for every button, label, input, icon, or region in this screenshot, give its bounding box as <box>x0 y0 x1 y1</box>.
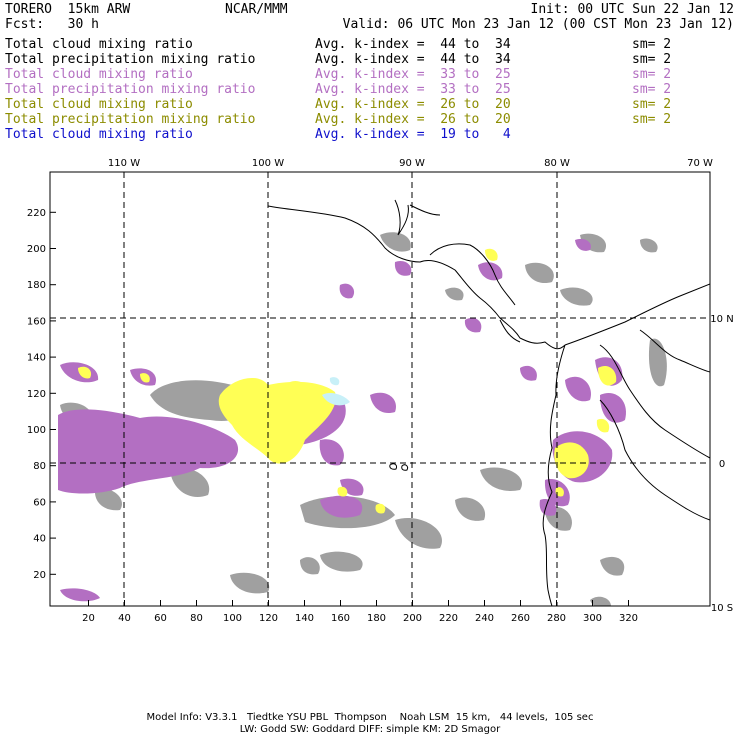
legend-index: Avg. k-index = 44 to 34 <box>315 52 511 67</box>
legend-field: Total precipitation mixing ratio <box>5 52 256 67</box>
y-tick-label: 80 <box>33 461 46 472</box>
x-tick-label: 280 <box>547 613 566 624</box>
lon-label: 80 W <box>544 158 570 169</box>
cloud-fields <box>58 232 667 606</box>
lat-label: 0 <box>719 459 725 470</box>
x-tick-label: 220 <box>439 613 458 624</box>
lon-label: 110 W <box>108 158 140 169</box>
longitude-labels: 110 W 100 W 90 W 80 W 70 W <box>108 158 713 169</box>
valid-time: Valid: 06 UTC Mon 23 Jan 12 (00 CST Mon … <box>342 17 734 32</box>
x-tick-label: 80 <box>190 613 203 624</box>
x-tick-label: 300 <box>583 613 602 624</box>
x-tick-label: 140 <box>295 613 314 624</box>
x-tick-label: 40 <box>118 613 131 624</box>
legend-sm: sm= 2 <box>632 112 672 127</box>
legend-index: Avg. k-index = 33 to 25 <box>315 82 511 97</box>
init-time: Init: 00 UTC Sun 22 Jan 12 <box>530 2 735 17</box>
legend-index: Avg. k-index = 26 to 20 <box>315 97 511 112</box>
legend-field: Total cloud mixing ratio <box>5 97 193 112</box>
y-tick-label: 40 <box>33 534 46 545</box>
x-tick-label: 320 <box>619 613 638 624</box>
x-tick-label: 260 <box>511 613 530 624</box>
x-tick-label: 240 <box>475 613 494 624</box>
x-tick-label: 100 <box>223 613 242 624</box>
latitude-labels: 10 N 0 10 S <box>710 314 733 614</box>
y-axis-ticks: 20 40 60 80 100 120 140 160 180 200 220 <box>27 208 56 581</box>
legend-sm: sm= 2 <box>632 97 672 112</box>
legend-sm: sm= 2 <box>632 67 672 82</box>
legend-sm: sm= 2 <box>632 37 672 52</box>
x-tick-label: 120 <box>259 613 278 624</box>
plot-frame <box>49 171 711 607</box>
legend-index: Avg. k-index = 19 to 4 <box>315 127 511 142</box>
coastlines <box>267 199 710 606</box>
lon-label: 90 W <box>399 158 425 169</box>
x-tick-label: 60 <box>154 613 167 624</box>
y-tick-label: 20 <box>33 570 46 581</box>
org-label: NCAR/MMM <box>225 2 288 17</box>
lon-label: 70 W <box>687 158 713 169</box>
forecast-hour: Fcst: 30 h <box>5 17 99 32</box>
yellow-cloud-field <box>78 248 617 514</box>
legend-index: Avg. k-index = 44 to 34 <box>315 37 511 52</box>
legend-sm: sm= 2 <box>632 52 672 67</box>
x-tick-label: 200 <box>403 613 422 624</box>
lon-label: 100 W <box>252 158 284 169</box>
y-tick-label: 160 <box>27 316 46 327</box>
model-title: TORERO 15km ARW <box>5 2 131 17</box>
legend-sm: sm= 2 <box>632 82 672 97</box>
legend-index: Avg. k-index = 26 to 20 <box>315 112 511 127</box>
y-tick-label: 140 <box>27 353 46 364</box>
footer-physics-info: LW: Godd SW: Goddard DIFF: simple KM: 2D… <box>239 724 501 735</box>
y-tick-label: 200 <box>27 244 46 255</box>
graticule <box>50 172 710 606</box>
lat-label: 10 S <box>711 603 733 614</box>
legend-field: Total cloud mixing ratio <box>5 37 193 52</box>
y-tick-label: 120 <box>27 389 46 400</box>
legend-field: Total precipitation mixing ratio <box>5 82 256 97</box>
x-tick-label: 20 <box>82 613 95 624</box>
y-tick-label: 220 <box>27 208 46 219</box>
lat-label: 10 N <box>710 314 733 325</box>
y-tick-label: 100 <box>27 425 46 436</box>
legend-field: Total cloud mixing ratio <box>5 67 193 82</box>
y-tick-label: 60 <box>33 497 46 508</box>
cyan-cloud-field <box>322 377 350 406</box>
footer-model-info: Model Info: V3.3.1 Tiedtke YSU PBL Thomp… <box>146 712 594 723</box>
legend-index: Avg. k-index = 33 to 25 <box>315 67 511 82</box>
y-tick-label: 180 <box>27 280 46 291</box>
legend-field: Total precipitation mixing ratio <box>5 112 256 127</box>
x-tick-label: 180 <box>367 613 386 624</box>
legend-field: Total cloud mixing ratio <box>5 127 193 142</box>
x-tick-label: 160 <box>331 613 350 624</box>
purple-cloud-field <box>58 238 626 602</box>
x-axis-ticks: 20 40 60 80 100 120 140 160 180 200 220 240 260 280 30… <box>82 600 638 624</box>
